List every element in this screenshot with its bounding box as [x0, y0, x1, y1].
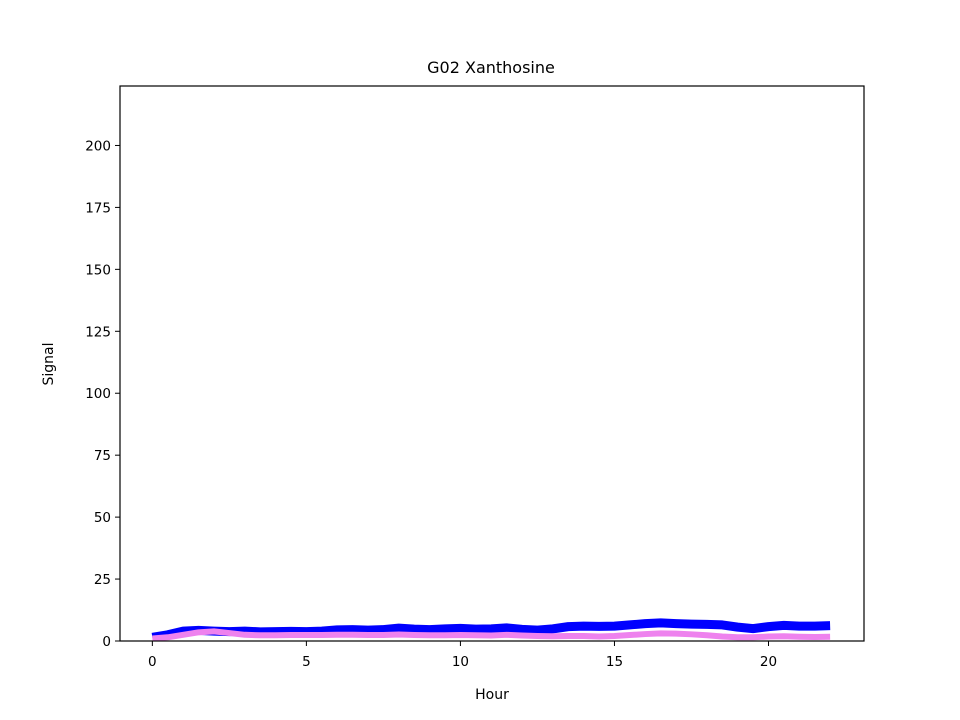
y-axis: 0 25 50 75 100 125 150 175 200 [85, 138, 120, 650]
y-tick-label: 200 [85, 138, 111, 154]
x-tick-label: 5 [302, 654, 311, 670]
y-tick-label: 25 [94, 572, 111, 588]
x-axis-label: Hour [475, 687, 509, 703]
y-tick-label: 175 [85, 200, 111, 216]
x-tick-label: 15 [606, 654, 623, 670]
x-tick-label: 10 [452, 654, 469, 670]
plot-frame [119, 85, 865, 642]
series-layer [151, 618, 831, 641]
series-line-1 [151, 618, 831, 641]
chart-title: G02 Xanthosine [427, 58, 555, 77]
y-tick-label: 150 [85, 262, 111, 278]
y-tick-label: 125 [85, 324, 111, 340]
x-axis: 0 5 10 15 20 [148, 641, 777, 670]
x-tick-label: 20 [760, 654, 777, 670]
y-tick-label: 0 [102, 634, 111, 650]
series-line-2 [152, 628, 831, 641]
y-tick-label: 100 [85, 386, 111, 402]
y-tick-label: 50 [94, 510, 111, 526]
y-axis-label: Signal [41, 342, 57, 385]
x-tick-label: 0 [148, 654, 157, 670]
y-tick-label: 75 [94, 448, 111, 464]
